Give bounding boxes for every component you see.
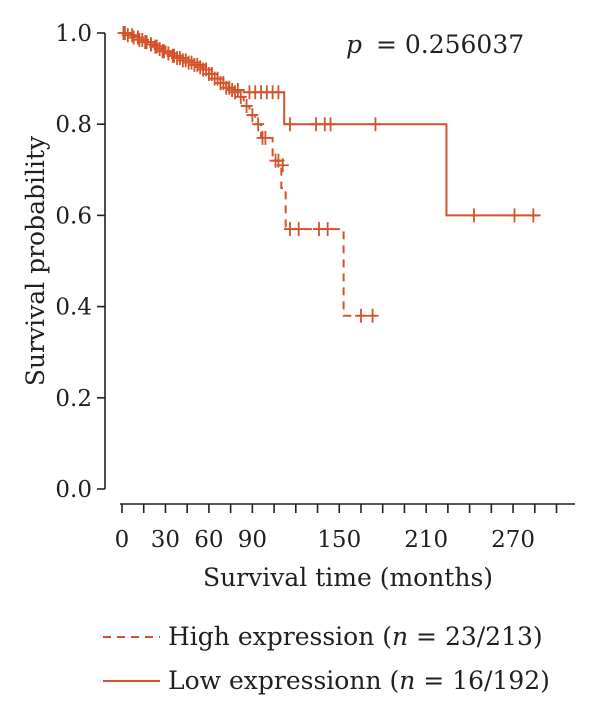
censor-mark-low-expressionn — [508, 208, 521, 223]
x-tick-label: 150 — [317, 527, 361, 553]
x-tick-label: 90 — [238, 527, 267, 553]
y-ticks: 0.0 0.2 0.4 0.6 0.8 1.0 — [55, 21, 105, 503]
censor-mark-high-expression — [252, 117, 265, 132]
censor-mark-high-expression — [292, 222, 305, 237]
x-tick-label: 0 — [115, 527, 130, 553]
censor-mark-high-expression — [240, 98, 253, 113]
censor-mark-low-expressionn — [220, 80, 233, 95]
x-tick-label: 270 — [491, 527, 535, 553]
censor-mark-low-expressionn — [284, 117, 297, 132]
series-layer — [117, 26, 541, 323]
x-ticks: 0 30 60 90 150 210 270 — [115, 504, 558, 553]
censor-mark-low-expressionn — [121, 28, 134, 43]
x-tick-label: 60 — [194, 527, 223, 553]
censor-mark-low-expressionn — [324, 117, 337, 132]
censor-mark-low-expressionn — [527, 208, 540, 223]
p-value-label: p — [346, 30, 362, 59]
legend-text-high-prefix: High expression ( — [168, 622, 392, 651]
axes: 0.0 0.2 0.4 0.6 0.8 1.0 0 30 60 90 150 210 270 — [55, 21, 575, 553]
censor-mark-low-expressionn — [185, 55, 198, 70]
y-tick-label: 0.2 — [55, 386, 92, 412]
censor-mark-low-expressionn — [127, 30, 140, 45]
censor-mark-high-expression — [234, 89, 247, 104]
censor-mark-low-expressionn — [162, 46, 175, 61]
series-high-expression — [118, 26, 379, 323]
legend-item-low-expression: Low expressionn (n = 16/192) — [103, 666, 550, 695]
legend-text-low-n: n — [399, 666, 415, 695]
censor-mark-low-expressionn — [139, 35, 152, 50]
y-tick-label: 0.0 — [55, 477, 92, 503]
y-axis-title: Survival probability — [21, 135, 50, 386]
y-tick-label: 0.4 — [55, 295, 92, 321]
censor-mark-high-expression — [259, 130, 272, 145]
series-low-expressionn — [117, 26, 541, 223]
y-tick-label: 0.8 — [55, 112, 92, 138]
censor-mark-high-expression — [276, 158, 289, 173]
censor-mark-low-expressionn — [144, 37, 157, 52]
y-tick-label: 1.0 — [55, 21, 92, 47]
censor-mark-low-expressionn — [173, 51, 186, 66]
p-value-number: = 0.256037 — [376, 30, 524, 59]
y-tick-label: 0.6 — [55, 203, 92, 229]
legend-text-high-n: n — [392, 622, 408, 651]
censor-mark-high-expression — [246, 108, 259, 123]
censor-mark-high-expression — [354, 308, 367, 323]
legend-label-high-expression: High expression (n = 23/213) — [168, 622, 543, 651]
censor-mark-low-expressionn — [467, 208, 480, 223]
censor-mark-low-expressionn — [231, 83, 244, 97]
legend-text-low-suffix: = 16/192) — [415, 666, 550, 695]
censor-mark-low-expressionn — [168, 48, 181, 63]
censor-mark-low-expressionn — [369, 117, 382, 132]
censor-mark-high-expression — [366, 308, 379, 323]
legend-item-high-expression: High expression (n = 23/213) — [103, 622, 543, 651]
x-tick-label: 30 — [151, 527, 180, 553]
censor-mark-low-expressionn — [133, 32, 146, 47]
censor-mark-low-expressionn — [179, 53, 192, 68]
censor-mark-low-expressionn — [156, 44, 169, 59]
x-tick-label: 210 — [404, 527, 448, 553]
censor-mark-low-expressionn — [272, 85, 285, 100]
censor-mark-high-expression — [321, 222, 334, 237]
legend: High expression (n = 23/213) Low express… — [103, 622, 550, 695]
legend-text-high-suffix: = 23/213) — [408, 622, 543, 651]
km-curve-high-expression — [122, 32, 376, 317]
legend-text-low-prefix: Low expressionn ( — [168, 666, 399, 695]
x-axis-title: Survival time (months) — [203, 563, 493, 592]
p-value-annotation: p = 0.256037 — [346, 30, 524, 59]
legend-label-low-expression: Low expressionn (n = 16/192) — [168, 666, 550, 695]
